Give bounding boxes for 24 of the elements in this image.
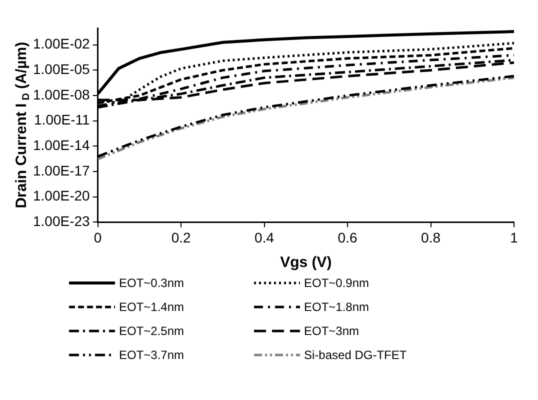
x-tick-label: 0.4 [254,229,274,246]
x-tick-label: 0.2 [171,229,191,246]
y-tick-label: 1.00E-23 [32,213,90,230]
x-tick-label: 1 [510,229,518,246]
x-tick-label: 0.6 [338,229,358,246]
y-tick-label: 1.00E-14 [32,137,90,154]
x-axis-title: Vgs (V) [280,254,332,272]
y-tick-label: 1.00E-20 [32,188,90,204]
y-tick-label: 1.00E-17 [32,162,90,178]
legend-label: EOT~0.3nm [119,276,184,290]
legend-label: EOT~1.8nm [304,300,370,314]
y-tick-label: 1.00E-08 [32,86,90,102]
legend-label: EOT~0.9nm [304,276,370,290]
legend-label: EOT~1.4nm [119,300,184,314]
y-axis-title: Drain Current ID (A/µm) [13,42,32,208]
x-tick-label: 0.8 [421,229,441,246]
y-tick-label: 1.00E-05 [32,61,90,78]
y-tick-label: 1.00E-02 [32,36,90,52]
y-tick-label: 1.00E-11 [34,112,90,128]
legend-label: EOT~3.7nm [119,348,184,362]
legend-label: Si-based DG-TFET [304,348,407,362]
legend-label: EOT~3nm [304,324,360,338]
legend-label: EOT~2.5nm [119,324,184,338]
x-tick-label: 0 [94,229,102,246]
